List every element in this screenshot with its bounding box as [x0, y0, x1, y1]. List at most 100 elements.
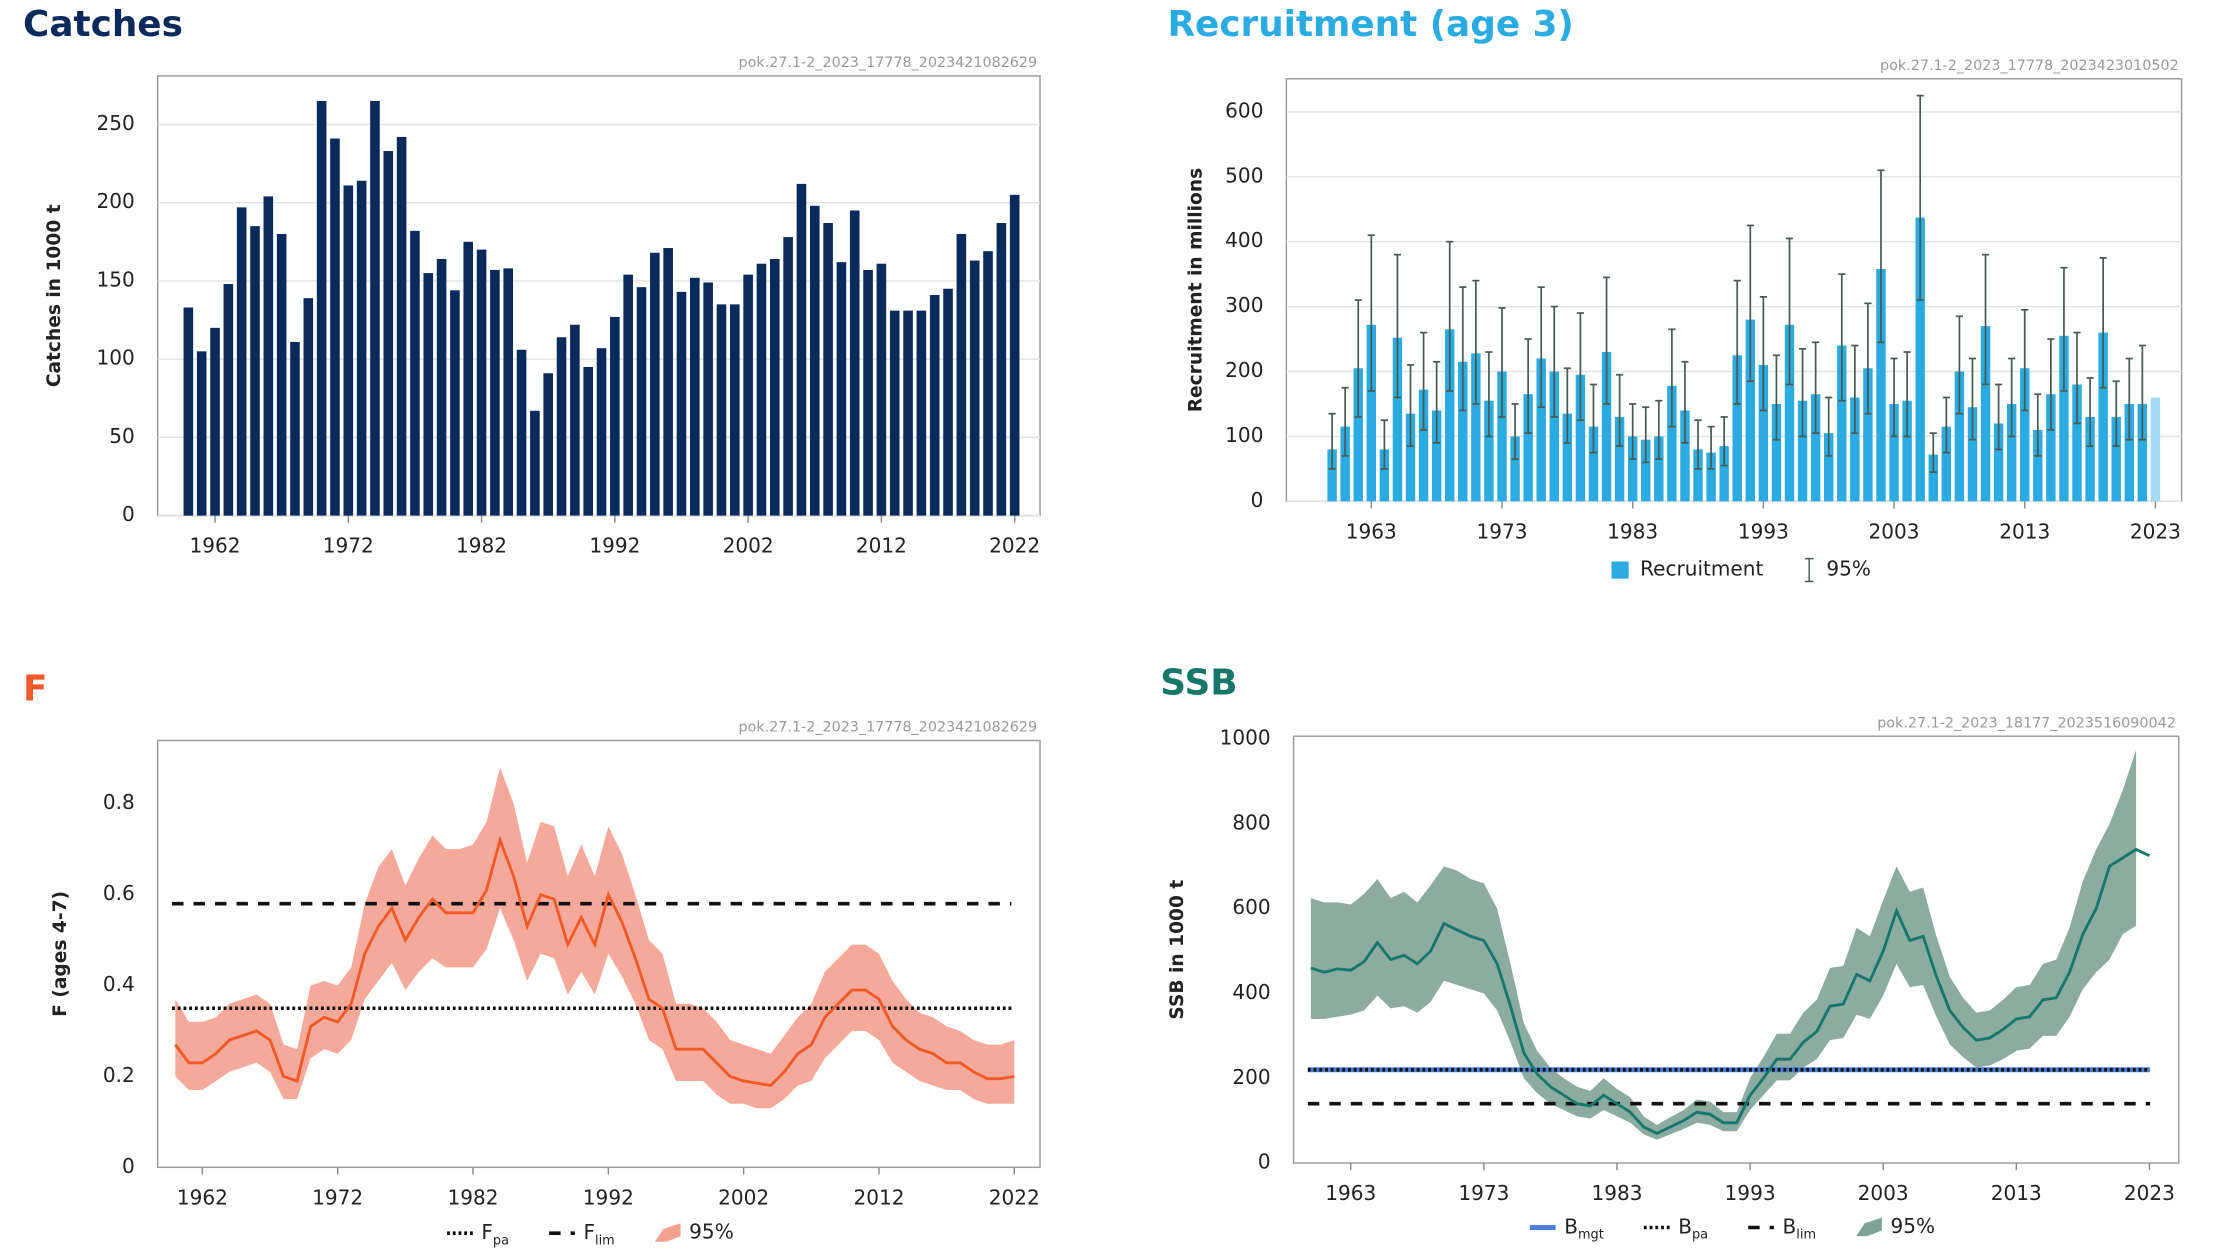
bar: [796, 183, 807, 516]
bar: [730, 304, 740, 516]
bar: [769, 258, 780, 516]
error-bar: [1341, 386, 1349, 457]
bar: [290, 341, 300, 516]
bar: [1614, 416, 1625, 502]
x-tick-label: 1982: [456, 534, 507, 558]
error-bar: [1354, 299, 1362, 418]
bar: [223, 284, 234, 516]
x-tick-label: 1993: [1738, 519, 1789, 543]
error-bar: [1955, 315, 1963, 415]
bar: [1797, 400, 1808, 502]
y-tick-label: 400: [1225, 228, 1263, 252]
bar: [996, 223, 1007, 516]
bar: [1549, 371, 1559, 502]
error-bar: [1563, 367, 1571, 444]
legend-subscript: pa: [1692, 1227, 1708, 1242]
bar: [1941, 426, 1952, 502]
bar: [1536, 358, 1546, 502]
y-tick-label: 800: [1232, 810, 1270, 834]
y-tick-label: 500: [1225, 163, 1263, 187]
bar: [1680, 410, 1690, 502]
bar: [823, 223, 833, 516]
bar: [1967, 407, 1978, 502]
bar: [1863, 368, 1873, 502]
bar: [1445, 329, 1455, 502]
y-tick-label: 0.2: [103, 1063, 135, 1087]
bar: [2098, 332, 2108, 502]
x-tick-label: 2002: [723, 534, 774, 558]
legend-band: [1856, 1217, 1882, 1237]
error-bar: [1642, 406, 1650, 464]
legend: Fpa Flim 95%: [447, 1220, 734, 1248]
bar: [396, 136, 407, 516]
bar: [2150, 397, 2161, 502]
x-tick-label: 2013: [1999, 519, 2050, 543]
error-bar: [1694, 419, 1702, 470]
error-bar: [1785, 237, 1794, 386]
y-axis-label: Recruitment in millions: [1186, 168, 1207, 412]
bar: [2072, 384, 2082, 502]
y-tick-label: 50: [109, 424, 135, 448]
bar: [423, 273, 434, 516]
bar: [903, 310, 913, 516]
error-bar: [1995, 383, 2003, 451]
legend-subscript: lim: [1796, 1227, 1816, 1242]
legend: Recruitment 95%: [1611, 557, 1871, 583]
bar: [1353, 368, 1363, 502]
y-tick-label: 200: [97, 189, 135, 213]
bar: [1784, 324, 1795, 502]
error-bar: [1602, 276, 1611, 405]
y-tick-label: 0.4: [103, 972, 135, 996]
bar: [2124, 403, 2134, 502]
bar: [969, 260, 980, 516]
bar: [1562, 413, 1573, 502]
bar: [916, 310, 927, 516]
error-bar: [1733, 279, 1741, 405]
plot-frame: [156, 739, 1041, 1169]
plot-frame: [1292, 735, 2180, 1164]
bar: [1980, 326, 1991, 502]
bar: [2111, 416, 2121, 502]
bar: [1431, 410, 1442, 502]
error-bar: [1864, 302, 1872, 415]
bar: [1641, 439, 1651, 502]
bar: [316, 100, 327, 516]
bar: [2020, 368, 2030, 502]
bar: [263, 196, 274, 516]
error-bar: [1328, 412, 1336, 470]
y-tick-label: 0: [1251, 488, 1264, 512]
legend-name: B: [1564, 1214, 1578, 1238]
bar: [1850, 397, 1860, 502]
bar: [530, 410, 540, 516]
bar: [636, 287, 647, 516]
bar: [596, 348, 607, 516]
data-line: [1310, 847, 2151, 1135]
chart-panel: Recruitment (age 3) pok.27.1-2_2023_17778…: [1167, 4, 2183, 583]
bar: [663, 248, 673, 516]
bar: [1497, 371, 1507, 502]
error-bar: [1877, 169, 1885, 344]
y-axis-label: F (ages 4-7): [50, 891, 71, 1017]
legend-label: Bmgt: [1564, 1214, 1604, 1242]
x-tick-label: 1992: [583, 1185, 634, 1209]
chart-title: Recruitment (age 3): [1167, 4, 1573, 45]
y-tick-label: 600: [1232, 895, 1270, 919]
bar: [1510, 436, 1520, 502]
bar: [196, 351, 207, 516]
x-tick-label: 2023: [2130, 519, 2181, 543]
bar: [943, 288, 953, 516]
error-bar: [2047, 338, 2055, 431]
legend-label: Recruitment: [1640, 557, 1763, 581]
bar: [650, 252, 660, 516]
bar: [889, 310, 900, 516]
legend-label: Flim: [583, 1220, 614, 1248]
bar: [743, 274, 753, 516]
error-bar: [1420, 331, 1428, 431]
y-tick-label: 0: [1258, 1150, 1271, 1174]
bar: [1667, 385, 1677, 502]
bar: [1575, 374, 1586, 502]
bar: [383, 151, 394, 516]
y-tick-label: 400: [1232, 980, 1270, 1004]
